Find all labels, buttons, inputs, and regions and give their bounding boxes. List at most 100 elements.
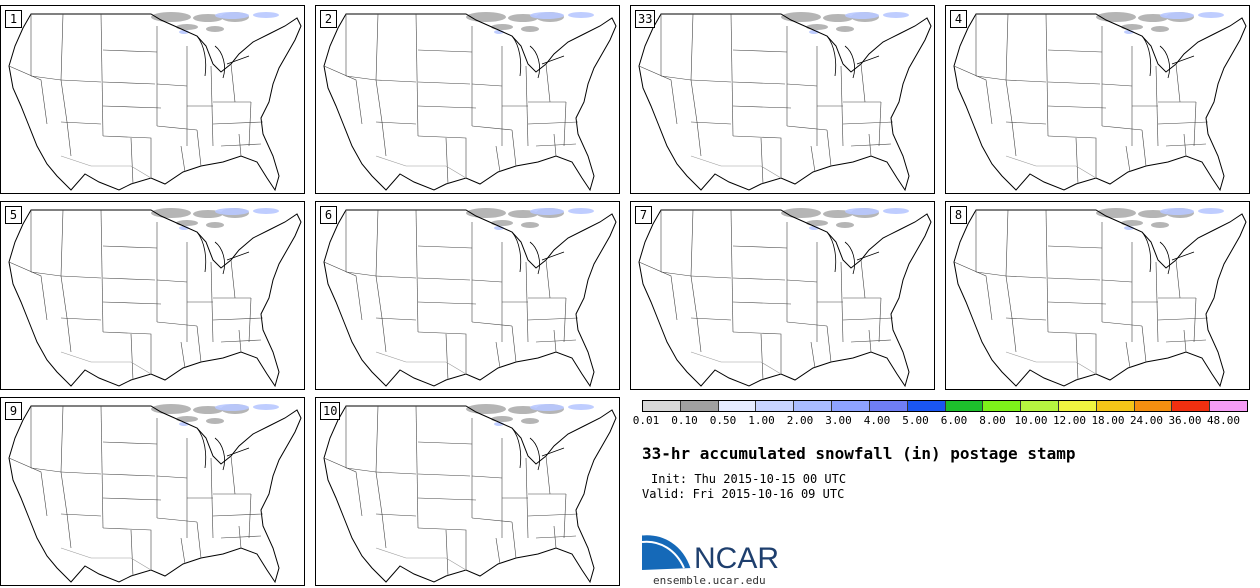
state-border bbox=[381, 121, 387, 157]
mexico-border bbox=[60, 155, 152, 179]
state-border bbox=[696, 317, 702, 353]
state-border bbox=[1045, 13, 1049, 137]
colorbar-tick: 6.00 bbox=[940, 414, 968, 427]
state-border bbox=[238, 525, 242, 549]
state-border bbox=[690, 275, 732, 279]
state-border bbox=[1157, 317, 1209, 321]
state-border bbox=[248, 101, 252, 147]
snowfall-moderate-area bbox=[845, 208, 879, 215]
state-border bbox=[553, 133, 557, 157]
state-border bbox=[732, 49, 788, 53]
us-map bbox=[953, 12, 1247, 192]
state-border bbox=[60, 317, 102, 321]
state-border bbox=[323, 457, 363, 517]
state-border bbox=[563, 297, 567, 343]
colorbar-segment bbox=[945, 401, 984, 411]
state-border bbox=[953, 65, 993, 125]
state-border bbox=[220, 535, 262, 539]
state-border bbox=[1047, 81, 1101, 85]
state-border bbox=[180, 537, 186, 565]
snowfall-light-area bbox=[466, 404, 506, 414]
state-border bbox=[786, 279, 818, 283]
member-panel-3[interactable]: 33 bbox=[630, 5, 935, 194]
state-border bbox=[760, 137, 764, 185]
state-border bbox=[1175, 63, 1181, 103]
us-map bbox=[638, 208, 932, 388]
snowfall-light-area bbox=[151, 208, 191, 218]
snowfall-moderate-area bbox=[883, 12, 909, 18]
great-lakes bbox=[1141, 35, 1195, 79]
state-border bbox=[826, 129, 832, 167]
state-border bbox=[415, 405, 419, 529]
snowfall-light-area bbox=[491, 416, 513, 422]
member-panel-8[interactable]: 8 bbox=[945, 201, 1250, 390]
state-border bbox=[102, 105, 162, 109]
state-border bbox=[860, 63, 866, 103]
mexico-border bbox=[1005, 351, 1097, 375]
state-border bbox=[66, 121, 72, 157]
member-panel-10[interactable]: 10 bbox=[315, 397, 620, 586]
member-panel-4[interactable]: 4 bbox=[945, 5, 1250, 194]
colorbar-tick: 0.50 bbox=[709, 414, 737, 427]
state-border bbox=[102, 497, 162, 501]
snowfall-moderate-area bbox=[845, 12, 879, 19]
snowfall-light-area bbox=[1096, 208, 1136, 218]
us-map bbox=[323, 12, 617, 192]
colorbar-tick: 4.00 bbox=[863, 414, 891, 427]
init-time: Init: Thu 2015-10-15 00 UTC bbox=[651, 472, 847, 486]
member-panel-1[interactable]: 1 bbox=[0, 5, 305, 194]
snowfall-light-area bbox=[1121, 24, 1143, 30]
member-label: 7 bbox=[635, 206, 652, 224]
colorbar-segment bbox=[794, 401, 833, 411]
state-border bbox=[100, 209, 104, 333]
state-border bbox=[375, 513, 417, 517]
state-border bbox=[102, 441, 158, 445]
colorbar-tick: 48.00 bbox=[1206, 414, 1241, 427]
state-border bbox=[868, 133, 872, 157]
state-border bbox=[850, 339, 892, 343]
state-border bbox=[1183, 329, 1187, 353]
state-border bbox=[156, 125, 198, 131]
state-border bbox=[102, 81, 156, 85]
state-border bbox=[445, 137, 449, 185]
member-panel-7[interactable]: 7 bbox=[630, 201, 935, 390]
us-map bbox=[953, 208, 1247, 388]
state-border bbox=[445, 333, 449, 381]
snowfall-light-area bbox=[1151, 222, 1169, 228]
member-label: 9 bbox=[5, 402, 22, 420]
state-border bbox=[417, 49, 473, 53]
snowfall-light-area bbox=[466, 12, 506, 22]
state-border bbox=[8, 261, 48, 321]
state-border bbox=[732, 331, 782, 374]
colorbar-tick: 2.00 bbox=[786, 414, 814, 427]
snowfall-light-area bbox=[206, 418, 224, 424]
logo-wordmark: NCAR bbox=[694, 542, 779, 575]
member-label: 1 bbox=[5, 10, 22, 28]
state-border bbox=[417, 527, 467, 570]
state-border bbox=[535, 535, 577, 539]
state-border bbox=[527, 121, 579, 125]
state-border bbox=[8, 65, 48, 125]
snowfall-light-area bbox=[466, 208, 506, 218]
state-border bbox=[381, 317, 387, 353]
member-panel-6[interactable]: 6 bbox=[315, 201, 620, 390]
colorbar-segment bbox=[1134, 401, 1173, 411]
coastline bbox=[8, 13, 302, 192]
state-border bbox=[345, 271, 377, 277]
state-border bbox=[180, 341, 186, 369]
snowfall-light-area bbox=[206, 26, 224, 32]
state-border bbox=[638, 65, 678, 125]
member-panel-9[interactable]: 9 bbox=[0, 397, 305, 586]
member-panel-2[interactable]: 2 bbox=[315, 5, 620, 194]
state-border bbox=[1047, 105, 1107, 109]
snowfall-light-area bbox=[836, 222, 854, 228]
state-border bbox=[248, 297, 252, 343]
state-border bbox=[230, 455, 236, 495]
member-panel-5[interactable]: 5 bbox=[0, 201, 305, 390]
mexico-border bbox=[1005, 155, 1097, 179]
state-border bbox=[1193, 297, 1197, 343]
snowfall-light-area bbox=[1151, 26, 1169, 32]
us-map bbox=[8, 208, 302, 388]
state-border bbox=[1125, 145, 1131, 173]
member-label: 2 bbox=[320, 10, 337, 28]
